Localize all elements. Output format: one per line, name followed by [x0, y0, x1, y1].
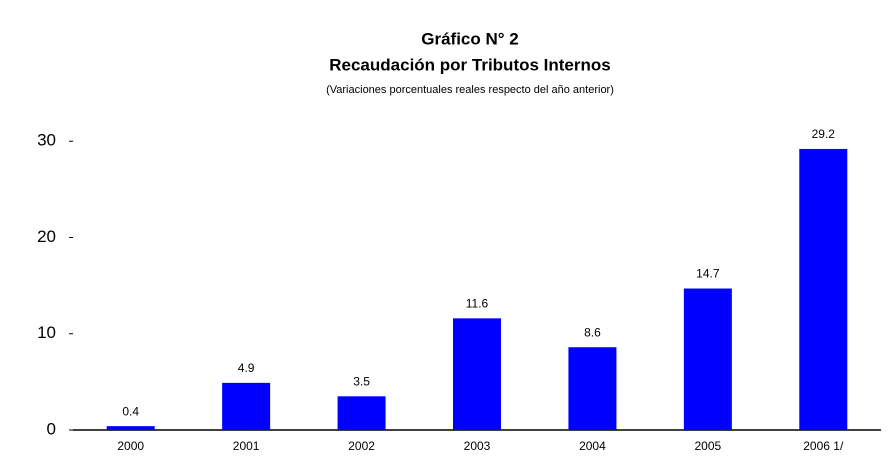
x-tick-label: 2001 — [233, 439, 260, 453]
data-label: 3.5 — [353, 374, 370, 388]
x-tick-label: 2002 — [348, 439, 375, 453]
data-label: 14.7 — [696, 267, 720, 281]
data-label: 4.9 — [238, 361, 255, 375]
x-tick-label: 2003 — [464, 439, 491, 453]
bar — [799, 148, 848, 430]
chart-note: (Variaciones porcentuales reales respect… — [326, 84, 614, 96]
chart-subtitle: Recaudación por Tributos Internos — [329, 55, 610, 74]
bar — [106, 426, 155, 430]
x-tick-label: 2006 1/ — [803, 439, 844, 453]
x-tick-label: 2000 — [117, 439, 144, 453]
y-tick-label: 10 — [37, 323, 56, 342]
y-tick-label: 30 — [37, 131, 56, 150]
data-label: 0.4 — [122, 404, 139, 418]
bar — [683, 288, 732, 430]
y-tick-label: 0 — [47, 419, 56, 438]
chart-title: Gráfico N° 2 — [421, 29, 519, 48]
x-tick-label: 2004 — [579, 439, 606, 453]
data-label: 11.6 — [466, 297, 489, 311]
x-tick-label: 2005 — [695, 439, 722, 453]
bar — [222, 382, 271, 430]
data-label: 29.2 — [812, 127, 836, 141]
bar — [568, 347, 617, 430]
bar — [453, 318, 501, 430]
data-label: 8.6 — [584, 325, 601, 339]
y-tick-label: 20 — [37, 227, 56, 246]
bar — [337, 396, 386, 430]
